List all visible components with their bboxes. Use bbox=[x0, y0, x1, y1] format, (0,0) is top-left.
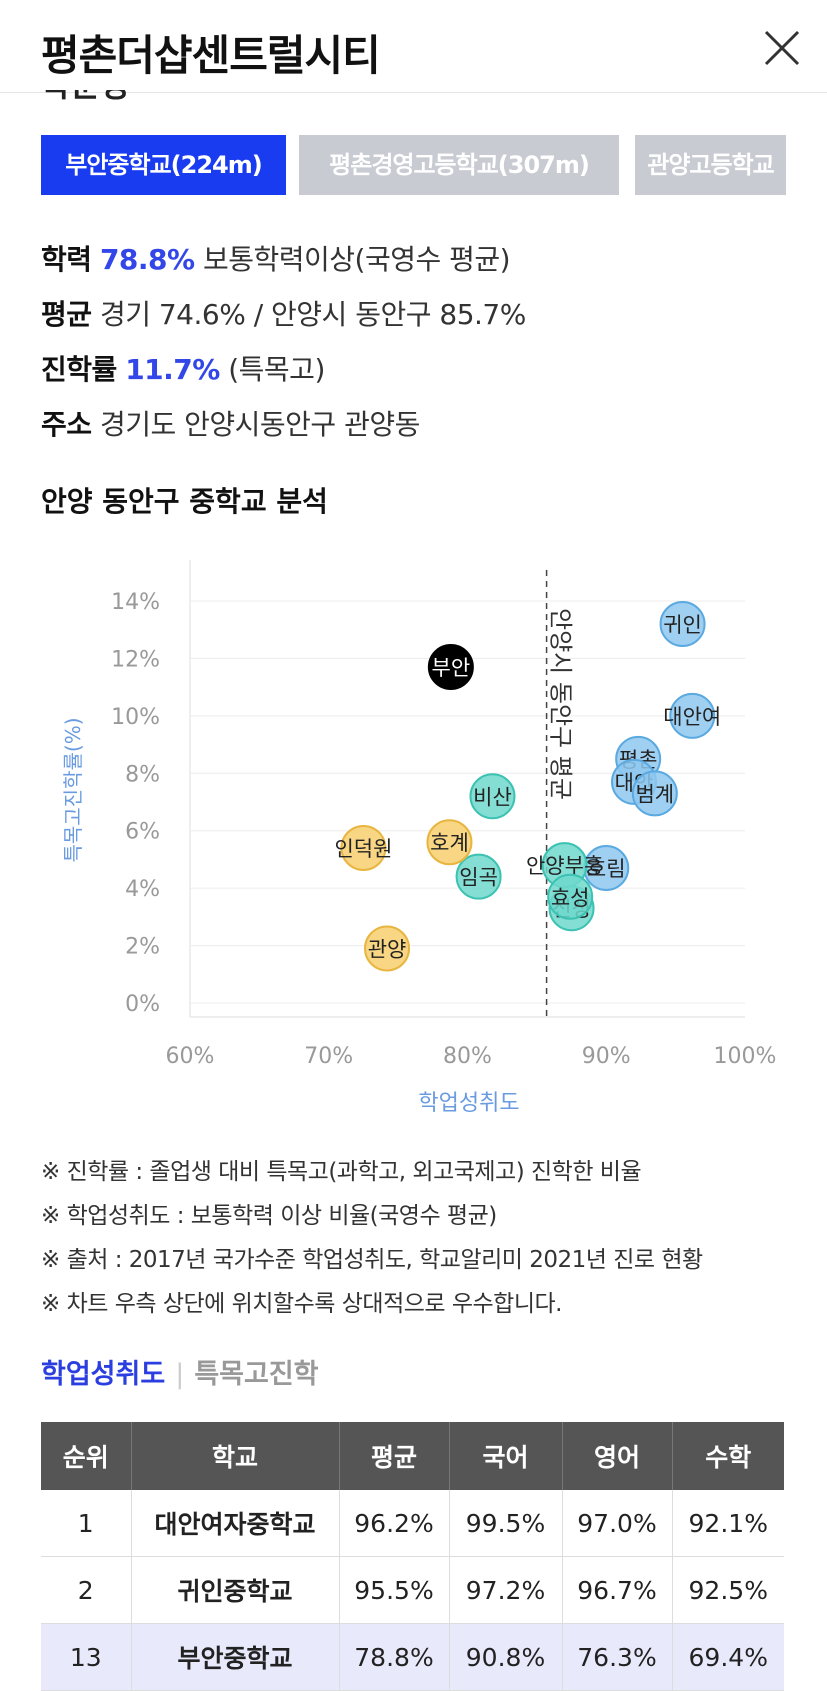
english-cell: 96.7% bbox=[561, 1556, 672, 1624]
table-row: 2 귀인중학교 95.5% 97.2% 96.7% 92.5% bbox=[41, 1556, 784, 1624]
y-tick-label: 10% bbox=[111, 705, 160, 730]
y-tick-label: 0% bbox=[125, 992, 160, 1017]
data-point-label: 범계 bbox=[635, 782, 674, 806]
data-point-label: 인덕원 bbox=[334, 837, 392, 861]
rank-cell: 13 bbox=[41, 1623, 131, 1691]
col-average: 평균 bbox=[338, 1422, 449, 1490]
average-cell: 78.8% bbox=[338, 1623, 449, 1691]
average-desc: 경기 74.6% / 안양시 동안구 85.7% bbox=[99, 298, 526, 331]
data-point bbox=[669, 692, 716, 739]
rank-cell: 1 bbox=[41, 1490, 131, 1557]
data-point-label: 임곡 bbox=[459, 866, 498, 890]
ranking-table: 순위 학교 평균 국어 영어 수학 1 대안여자중학교 96.2% 99.5% … bbox=[41, 1422, 784, 1691]
page-title: 평촌더샵센트럴시티 bbox=[41, 31, 381, 80]
academic-row: 학력 78.8% 보통학력이상(국영수 평균) bbox=[41, 238, 511, 278]
advance-value: 11.7% bbox=[125, 353, 220, 386]
col-math: 수학 bbox=[671, 1422, 784, 1490]
tab-school-0[interactable]: 부안중학교(224m) bbox=[41, 135, 286, 195]
data-point bbox=[547, 873, 594, 920]
advance-desc: (특목고) bbox=[228, 353, 325, 386]
korean-cell: 97.2% bbox=[448, 1556, 562, 1624]
reference-line-label: 안양시 동안구 평균 bbox=[547, 608, 575, 800]
data-point-label: 대안여 bbox=[663, 705, 721, 729]
average-cell: 95.5% bbox=[338, 1556, 449, 1624]
col-english: 영어 bbox=[561, 1422, 672, 1490]
note-item: ※ 출처 : 2017년 국가수준 학업성취도, 학교알리미 2021년 진로 … bbox=[41, 1247, 703, 1273]
data-point-label: 안양부흥 bbox=[526, 854, 603, 878]
close-icon[interactable] bbox=[758, 24, 806, 72]
scatter-chart: 0% 2% 4% 6% 8% 10% 12% 14% 60% 70% 80% 90% 100% 학업성취도… bbox=[61, 560, 777, 1116]
x-tick-label: 100% bbox=[714, 1044, 777, 1069]
table-row: 1 대안여자중학교 96.2% 99.5% 97.0% 92.1% bbox=[41, 1490, 784, 1557]
english-cell: 97.0% bbox=[561, 1490, 672, 1557]
data-point-label: 비산 bbox=[473, 785, 512, 809]
data-point-label: 귀인 bbox=[663, 613, 702, 637]
data-point-label: 호계 bbox=[430, 831, 469, 855]
average-label: 평균 bbox=[41, 298, 92, 331]
address-row: 주소 경기도 안양시동안구 관양동 bbox=[41, 403, 420, 443]
y-tick-label: 8% bbox=[125, 762, 160, 787]
y-tick-label: 4% bbox=[125, 877, 160, 902]
address-desc: 경기도 안양시동안구 관양동 bbox=[99, 408, 420, 441]
data-point bbox=[426, 819, 473, 866]
data-point-label: 효성 bbox=[551, 886, 590, 910]
tab-academic[interactable]: 학업성취도 bbox=[41, 1359, 166, 1390]
english-cell: 76.3% bbox=[561, 1623, 672, 1691]
note-item: ※ 차트 우측 상단에 위치할수록 상대적으로 우수합니다. bbox=[41, 1291, 562, 1317]
header: 평촌더샵센트럴시티 bbox=[0, 0, 827, 93]
y-axis-title: 특목고진학률(%) bbox=[61, 717, 85, 862]
advance-label: 진학률 bbox=[41, 353, 117, 386]
school-tabs: 부안중학교(224m) 평촌경영고등학교(307m) 관양고등학교 bbox=[41, 135, 786, 195]
rank-cell: 2 bbox=[41, 1556, 131, 1624]
tab-school-1[interactable]: 평촌경영고등학교(307m) bbox=[299, 135, 619, 195]
x-tick-label: 60% bbox=[166, 1044, 215, 1069]
note-item: ※ 진학률 : 졸업생 대비 특목고(과학고, 외고국제고) 진학한 비율 bbox=[41, 1159, 642, 1185]
data-point bbox=[364, 925, 411, 972]
data-point-label: 부안 bbox=[432, 656, 471, 680]
academic-desc: 보통학력이상(국영수 평균) bbox=[202, 243, 511, 276]
scrolled-heading: 학군정보 bbox=[41, 90, 151, 100]
x-tick-label: 80% bbox=[443, 1044, 492, 1069]
col-school: 학교 bbox=[130, 1422, 339, 1490]
y-tick-label: 12% bbox=[111, 647, 160, 672]
notes: ※ 진학률 : 졸업생 대비 특목고(과학고, 외고국제고) 진학한 비율 ※ … bbox=[41, 1150, 703, 1326]
math-cell: 92.5% bbox=[671, 1556, 784, 1624]
average-cell: 96.2% bbox=[338, 1490, 449, 1557]
data-point bbox=[659, 600, 706, 647]
math-cell: 92.1% bbox=[671, 1490, 784, 1557]
data-point bbox=[427, 644, 474, 691]
data-point bbox=[631, 770, 678, 817]
address-label: 주소 bbox=[41, 408, 92, 441]
korean-cell: 90.8% bbox=[448, 1623, 562, 1691]
table-row-current-school: 13 부안중학교 78.8% 90.8% 76.3% 69.4% bbox=[41, 1623, 784, 1691]
ranking-tabs: 학업성취도 | 특목고진학 bbox=[41, 1359, 319, 1390]
school-cell: 귀인중학교 bbox=[130, 1556, 339, 1624]
data-point-label: 관양 bbox=[368, 937, 407, 961]
y-tick-label: 6% bbox=[125, 820, 160, 845]
x-tick-label: 90% bbox=[582, 1044, 631, 1069]
tab-school-2[interactable]: 관양고등학교 bbox=[635, 135, 786, 195]
korean-cell: 99.5% bbox=[448, 1490, 562, 1557]
col-rank: 순위 bbox=[41, 1422, 131, 1490]
data-point bbox=[469, 773, 516, 820]
note-item: ※ 학업성취도 : 보통학력 이상 비율(국영수 평균) bbox=[41, 1203, 497, 1229]
school-cell: 부안중학교 bbox=[130, 1623, 339, 1691]
tab-special-school[interactable]: 특목고진학 bbox=[194, 1359, 319, 1390]
school-cell: 대안여자중학교 bbox=[130, 1490, 339, 1557]
advance-row: 진학률 11.7% (특목고) bbox=[41, 348, 325, 388]
average-row: 평균 경기 74.6% / 안양시 동안구 85.7% bbox=[41, 293, 526, 333]
data-point bbox=[340, 824, 387, 871]
x-axis-title: 학업성취도 bbox=[418, 1091, 519, 1116]
academic-value: 78.8% bbox=[99, 243, 195, 276]
data-point-label: 호림 bbox=[587, 857, 626, 881]
y-tick-label: 2% bbox=[125, 935, 160, 960]
x-tick-label: 70% bbox=[304, 1044, 353, 1069]
academic-label: 학력 bbox=[41, 243, 92, 276]
col-korean: 국어 bbox=[448, 1422, 562, 1490]
data-point bbox=[455, 853, 502, 900]
math-cell: 69.4% bbox=[671, 1623, 784, 1691]
section-title: 안양 동안구 중학교 분석 bbox=[41, 485, 328, 518]
y-tick-label: 14% bbox=[111, 590, 160, 615]
